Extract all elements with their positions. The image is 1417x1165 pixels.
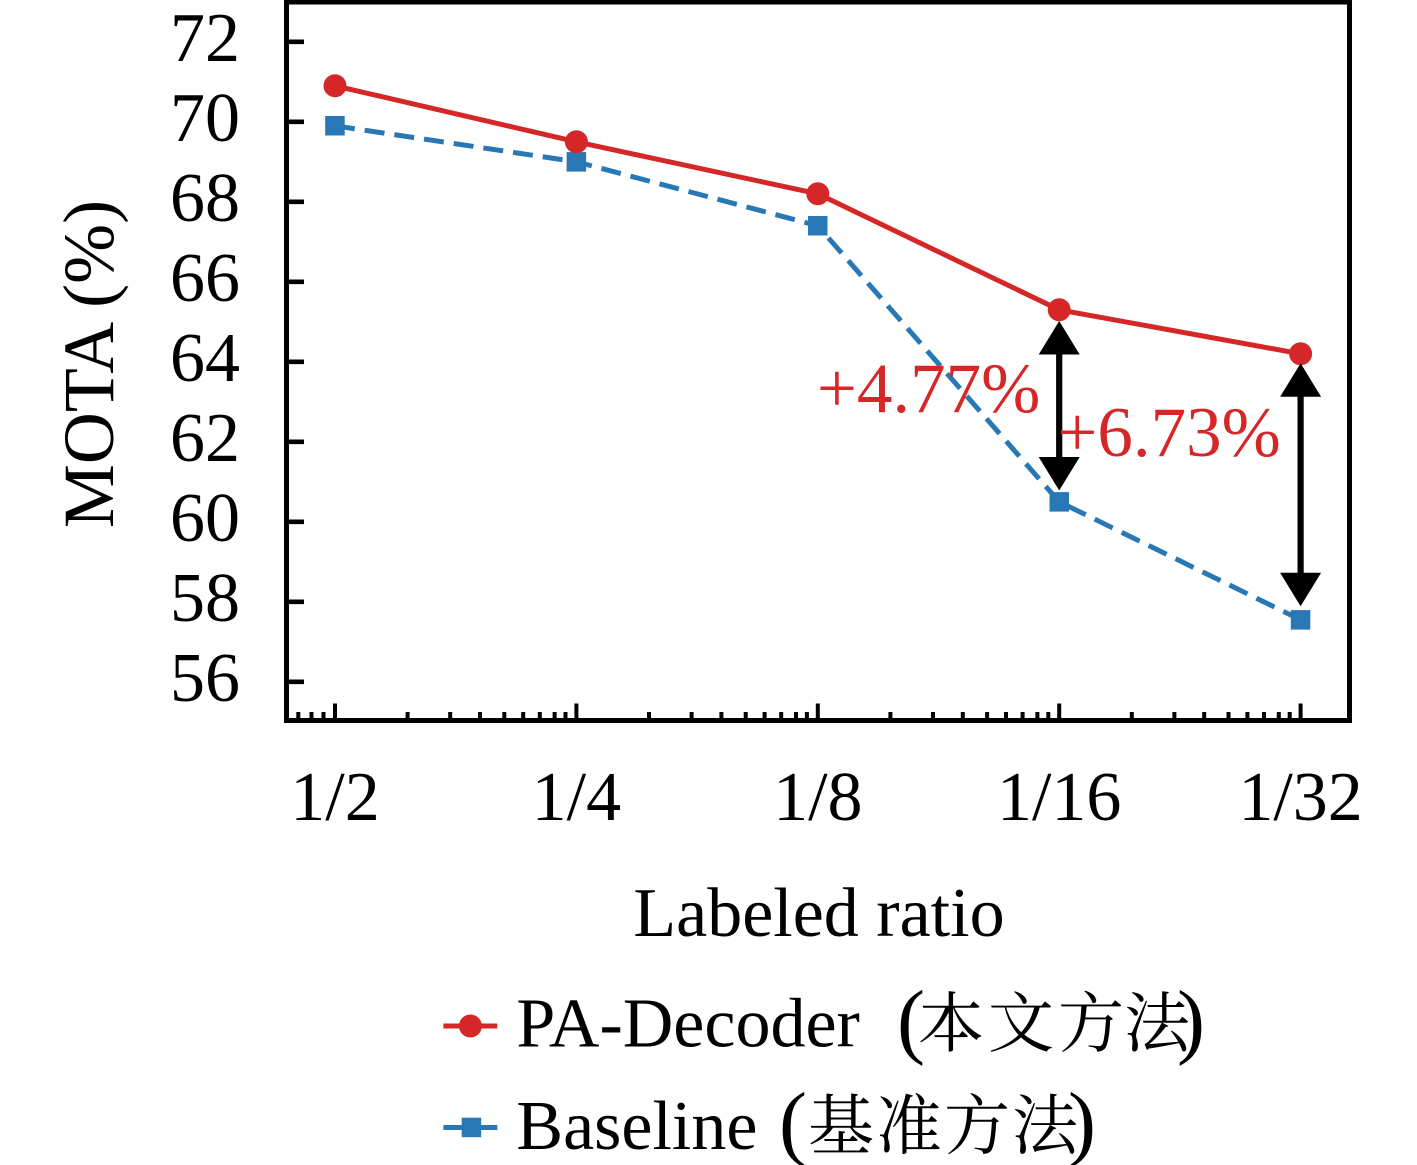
svg-text:62: 62	[170, 400, 240, 477]
svg-text:MOTA (%): MOTA (%)	[49, 200, 129, 528]
svg-text:56: 56	[170, 640, 240, 717]
svg-text:Labeled ratio: Labeled ratio	[633, 875, 1004, 952]
svg-text:68: 68	[170, 160, 240, 237]
svg-text:64: 64	[170, 320, 240, 397]
svg-text:72: 72	[170, 0, 240, 77]
svg-text:1/16: 1/16	[997, 759, 1121, 836]
svg-text:66: 66	[170, 240, 240, 317]
svg-text:PA-Decoder: PA-Decoder	[516, 986, 859, 1063]
svg-text:+4.77%: +4.77%	[817, 350, 1040, 428]
svg-text:(: (	[897, 974, 925, 1067]
svg-text:60: 60	[170, 480, 240, 557]
svg-text:): )	[1177, 974, 1205, 1067]
svg-text:58: 58	[170, 560, 240, 637]
svg-text:1/2: 1/2	[290, 759, 379, 836]
svg-text:1/8: 1/8	[773, 759, 862, 836]
svg-text:(: (	[779, 1076, 807, 1165]
svg-text:1/4: 1/4	[532, 759, 621, 836]
svg-text:1/32: 1/32	[1238, 759, 1362, 836]
svg-text:70: 70	[170, 80, 240, 157]
svg-text:+6.73%: +6.73%	[1057, 394, 1280, 472]
svg-text:): )	[1068, 1076, 1096, 1165]
svg-text:Baseline: Baseline	[516, 1088, 757, 1165]
